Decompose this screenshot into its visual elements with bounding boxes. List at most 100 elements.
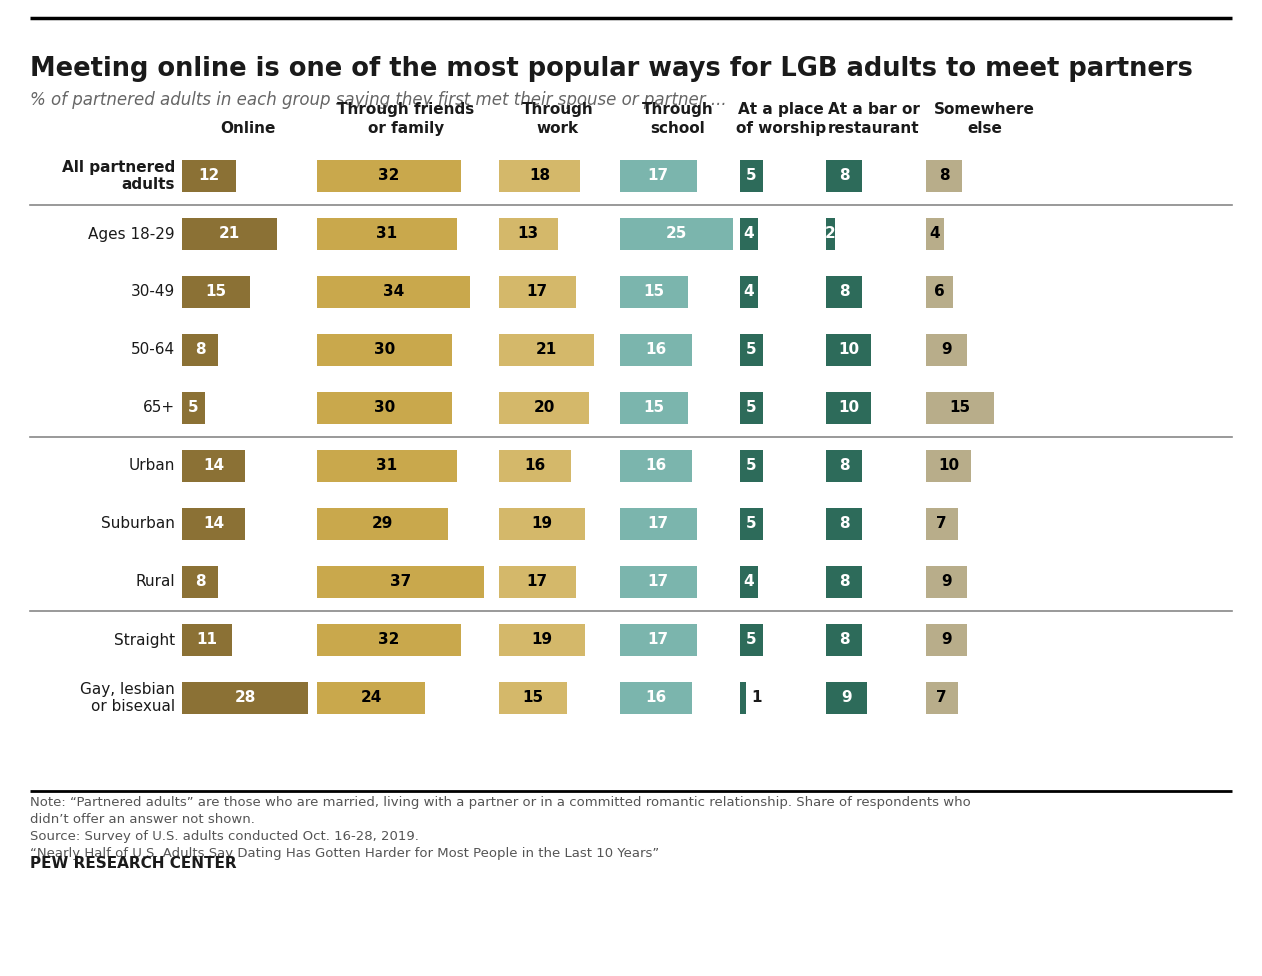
Text: 4: 4 [930, 226, 940, 241]
Text: 8: 8 [839, 632, 849, 647]
FancyBboxPatch shape [498, 450, 570, 482]
Text: Gay, lesbian
or bisexual: Gay, lesbian or bisexual [81, 682, 175, 714]
Text: All partnered
adults: All partnered adults [62, 160, 175, 192]
Text: 17: 17 [647, 575, 669, 590]
Text: 20: 20 [534, 400, 555, 416]
Text: Note: “Partnered adults” are those who are married, living with a partner or in : Note: “Partnered adults” are those who a… [30, 796, 970, 860]
Text: PEW RESEARCH CENTER: PEW RESEARCH CENTER [30, 856, 237, 871]
Text: 1: 1 [751, 690, 761, 706]
Text: 9: 9 [840, 690, 852, 706]
Text: Meeting online is one of the most popular ways for LGB adults to meet partners: Meeting online is one of the most popula… [30, 56, 1193, 82]
Text: 17: 17 [647, 169, 669, 183]
FancyBboxPatch shape [926, 160, 962, 192]
Text: At a bar or
restaurant: At a bar or restaurant [828, 102, 920, 136]
FancyBboxPatch shape [620, 392, 688, 424]
FancyBboxPatch shape [317, 276, 469, 308]
FancyBboxPatch shape [827, 450, 862, 482]
Text: 5: 5 [746, 516, 756, 532]
Text: 10: 10 [838, 400, 859, 416]
Text: 14: 14 [203, 516, 225, 532]
Text: 16: 16 [645, 690, 666, 706]
FancyBboxPatch shape [827, 566, 862, 598]
Text: 5: 5 [188, 400, 198, 416]
Text: 10: 10 [938, 459, 959, 473]
Text: 4: 4 [743, 226, 755, 241]
Text: Somewhere
else: Somewhere else [934, 102, 1035, 136]
FancyBboxPatch shape [182, 450, 245, 482]
Text: 15: 15 [949, 400, 970, 416]
Text: 8: 8 [839, 169, 849, 183]
FancyBboxPatch shape [926, 566, 967, 598]
FancyBboxPatch shape [182, 566, 218, 598]
FancyBboxPatch shape [182, 624, 231, 656]
Text: 30: 30 [374, 400, 395, 416]
Text: 13: 13 [517, 226, 539, 241]
Text: 9: 9 [941, 575, 952, 590]
FancyBboxPatch shape [740, 334, 762, 366]
FancyBboxPatch shape [926, 450, 970, 482]
Text: Through friends
or family: Through friends or family [337, 102, 475, 136]
FancyBboxPatch shape [740, 566, 758, 598]
Text: 15: 15 [206, 284, 226, 300]
Text: 16: 16 [645, 459, 666, 473]
Text: 30-49: 30-49 [131, 284, 175, 300]
FancyBboxPatch shape [827, 624, 862, 656]
FancyBboxPatch shape [740, 624, 762, 656]
FancyBboxPatch shape [740, 508, 762, 540]
FancyBboxPatch shape [827, 392, 871, 424]
FancyBboxPatch shape [182, 218, 276, 250]
FancyBboxPatch shape [317, 508, 448, 540]
FancyBboxPatch shape [740, 160, 762, 192]
FancyBboxPatch shape [827, 682, 867, 714]
Text: 11: 11 [197, 632, 217, 647]
FancyBboxPatch shape [926, 624, 967, 656]
FancyBboxPatch shape [926, 682, 958, 714]
Text: 31: 31 [376, 459, 398, 473]
Text: 2: 2 [825, 226, 835, 241]
FancyBboxPatch shape [498, 508, 584, 540]
Text: 17: 17 [526, 284, 548, 300]
FancyBboxPatch shape [620, 218, 732, 250]
FancyBboxPatch shape [926, 508, 958, 540]
Text: 29: 29 [371, 516, 392, 532]
FancyBboxPatch shape [498, 682, 567, 714]
Text: 5: 5 [746, 169, 756, 183]
FancyBboxPatch shape [498, 160, 581, 192]
FancyBboxPatch shape [498, 392, 589, 424]
Text: 30: 30 [374, 343, 395, 357]
Text: Through
school: Through school [642, 102, 714, 136]
FancyBboxPatch shape [182, 682, 308, 714]
Text: 18: 18 [529, 169, 550, 183]
FancyBboxPatch shape [740, 276, 758, 308]
FancyBboxPatch shape [498, 276, 575, 308]
FancyBboxPatch shape [620, 508, 697, 540]
Text: 15: 15 [522, 690, 544, 706]
FancyBboxPatch shape [317, 334, 452, 366]
Text: 5: 5 [746, 459, 756, 473]
Text: 28: 28 [235, 690, 256, 706]
Text: 16: 16 [645, 343, 666, 357]
Text: 8: 8 [839, 516, 849, 532]
Text: 17: 17 [647, 632, 669, 647]
FancyBboxPatch shape [182, 160, 236, 192]
FancyBboxPatch shape [740, 682, 746, 714]
FancyBboxPatch shape [620, 276, 688, 308]
Text: 8: 8 [939, 169, 949, 183]
FancyBboxPatch shape [740, 392, 762, 424]
FancyBboxPatch shape [317, 682, 425, 714]
FancyBboxPatch shape [827, 276, 862, 308]
FancyBboxPatch shape [827, 508, 862, 540]
Text: 8: 8 [839, 575, 849, 590]
Text: 8: 8 [194, 343, 206, 357]
FancyBboxPatch shape [498, 566, 575, 598]
Text: Online: Online [220, 121, 275, 136]
FancyBboxPatch shape [182, 392, 204, 424]
Text: 65+: 65+ [143, 400, 175, 416]
FancyBboxPatch shape [182, 334, 218, 366]
FancyBboxPatch shape [317, 566, 483, 598]
FancyBboxPatch shape [926, 392, 993, 424]
FancyBboxPatch shape [620, 682, 692, 714]
Text: 8: 8 [839, 459, 849, 473]
Text: 19: 19 [531, 632, 553, 647]
Text: 15: 15 [644, 284, 664, 300]
